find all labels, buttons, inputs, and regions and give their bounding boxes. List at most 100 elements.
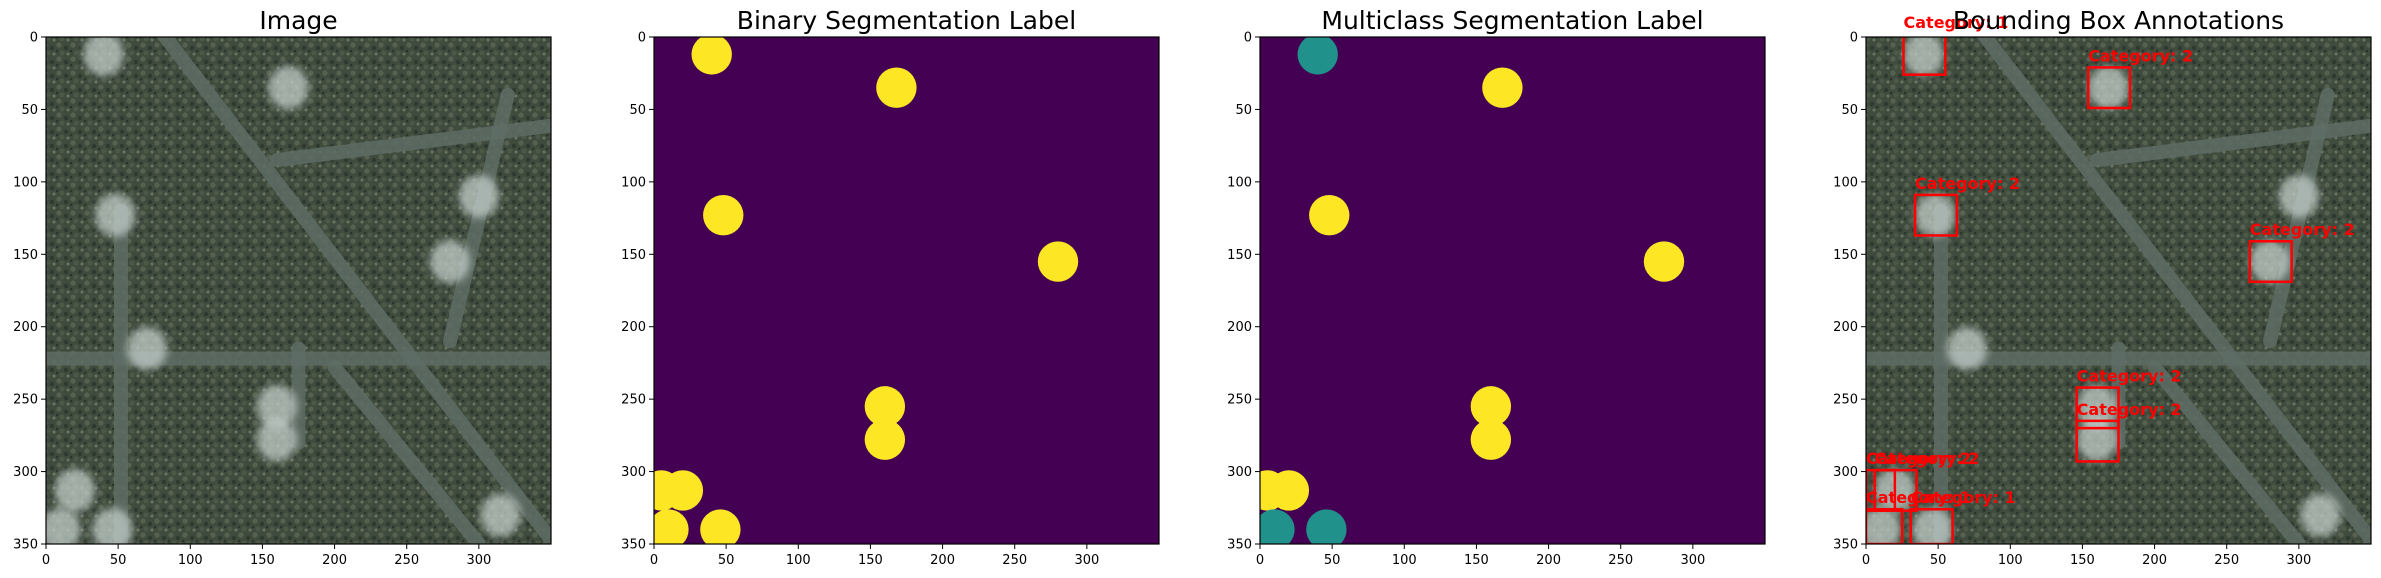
segment-blob [864, 386, 906, 427]
x-tick-label: 150 [2070, 553, 2095, 568]
clearing [458, 174, 500, 219]
bounding-box [2075, 386, 2120, 430]
y-tick-label: 150 [1833, 248, 1858, 263]
bounding-box [1902, 37, 1947, 76]
clearing [2088, 65, 2129, 110]
x-tick-label: 300 [2286, 553, 2311, 568]
segment-blob [691, 37, 732, 75]
y-tick-label: 300 [13, 465, 38, 480]
panel-title: Multiclass Segmentation Label [1321, 6, 1703, 35]
axes-frame [653, 36, 1160, 545]
y-tick-label: 250 [1227, 393, 1252, 408]
y-tick-label: 300 [621, 465, 646, 480]
clearing [54, 468, 96, 513]
y-tick-label: 150 [621, 248, 646, 263]
x-tick-label: 150 [1464, 553, 1489, 568]
clearing [92, 507, 133, 544]
x-tick-label: 50 [1324, 553, 1341, 568]
box-label: Category: 2 [2088, 46, 2193, 65]
y-tick-label: 50 [629, 103, 646, 118]
segment-blob [1306, 509, 1347, 544]
x-tick-label: 100 [1998, 553, 2023, 568]
segment-blob [654, 470, 682, 511]
x-tick-label: 150 [858, 553, 883, 568]
clearing [1915, 193, 1956, 237]
segment-blob [864, 419, 906, 460]
segment-blob [703, 194, 744, 236]
clearing [2300, 493, 2341, 537]
x-tick-label: 150 [250, 553, 275, 568]
y-tick-label: 0 [1244, 31, 1252, 46]
panel-title: Binary Segmentation Label [737, 6, 1076, 35]
bounding-box [2248, 239, 2293, 284]
y-tick-label: 150 [13, 248, 38, 263]
panel-title: Image [259, 6, 337, 35]
segment-blob [654, 509, 689, 544]
y-tick-label: 200 [1227, 320, 1252, 335]
road [2263, 87, 2335, 349]
box-label: Category: 1 [1904, 13, 2009, 32]
y-tick-label: 50 [21, 103, 38, 118]
road [443, 87, 515, 349]
box-label: Category: 2 [1875, 449, 1980, 468]
y-tick-label: 300 [1833, 465, 1858, 480]
panel-title: Bounding Box Annotations [1953, 6, 2284, 35]
clearing [1903, 37, 1944, 77]
bounding-box [1866, 468, 1897, 512]
clearing [268, 65, 309, 110]
bounding-box [1913, 193, 1959, 237]
y-tick-label: 350 [1833, 538, 1858, 553]
box-label: Category: 2 [2077, 367, 2182, 386]
segment-blob [876, 67, 917, 108]
y-tick-label: 150 [1227, 248, 1252, 263]
y-tick-label: 50 [1841, 103, 1858, 118]
y-tick-label: 350 [13, 538, 38, 553]
plot-area [654, 37, 1159, 544]
clearing [95, 193, 136, 237]
x-tick-label: 50 [718, 553, 735, 568]
panel-image: 0 50 100 150 200 250 300 0 50 100 150 200 250 300 350 I… [13, 6, 552, 568]
clearing [256, 384, 298, 429]
x-tick-label: 0 [42, 553, 50, 568]
road [1976, 37, 2371, 544]
x-tick-label: 250 [1002, 553, 1027, 568]
x-tick-label: 300 [1074, 553, 1099, 568]
segment-blob [1260, 509, 1295, 544]
clearing [83, 37, 124, 77]
x-tick-label: 200 [322, 553, 347, 568]
bounding-box [2075, 419, 2120, 463]
clearing [256, 417, 298, 462]
plot-area [46, 37, 551, 544]
panel-binary-segmentation: 0 50 100 150 200 250 300 0 50 100 150 200 250 300 350 B… [621, 6, 1160, 568]
y-tick-label: 300 [1227, 465, 1252, 480]
x-tick-label: 0 [1862, 553, 1870, 568]
x-tick-label: 100 [1392, 553, 1417, 568]
clearing [2249, 239, 2291, 284]
y-tick-label: 0 [1850, 31, 1858, 46]
y-tick-label: 200 [621, 320, 646, 335]
box-label: Category: 1 [1911, 488, 2016, 507]
panel-multiclass-segmentation: 0 50 100 150 200 250 300 0 50 100 150 200 250 300 350 M… [1227, 6, 1766, 568]
plot-area [1866, 37, 2371, 544]
clearing [2278, 174, 2320, 219]
bounding-box [2086, 66, 2132, 110]
axes-frame [45, 36, 552, 545]
axes-frame [1865, 36, 2372, 545]
clearing [1866, 507, 1901, 544]
y-tick-label: 100 [13, 175, 38, 190]
x-tick-label: 250 [2214, 553, 2239, 568]
y-tick-label: 100 [1833, 175, 1858, 190]
road [269, 118, 551, 168]
box-label: Category: 2 [1915, 174, 2020, 193]
x-tick-label: 200 [1536, 553, 1561, 568]
box-label: Category: 2 [1866, 449, 1971, 468]
label-background [654, 37, 1159, 544]
x-tick-label: 250 [1608, 553, 1633, 568]
segment-blob [1260, 470, 1288, 511]
x-tick-label: 50 [110, 553, 127, 568]
segment-blob [1309, 194, 1350, 236]
segment-blob [1037, 241, 1079, 282]
y-tick-label: 0 [30, 31, 38, 46]
segment-blob [1470, 386, 1512, 427]
